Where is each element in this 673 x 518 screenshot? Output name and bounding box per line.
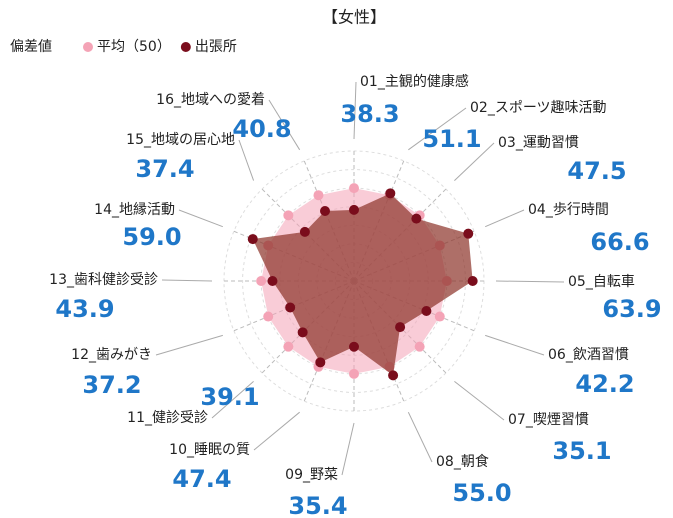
radar-point [283,210,294,221]
radar-point [283,341,294,352]
chart-title: 【女性】 [322,8,386,27]
category-label: 05_自転車 [568,273,635,290]
category-label: 14_地縁活動 [94,202,175,218]
radar-point [349,204,359,215]
leader-line [485,334,545,356]
radar-point [285,302,296,313]
category-label: 15_地域の居心地 [126,132,235,148]
radar-point [463,228,474,239]
leader-line [268,99,301,151]
value-label: 35.1 [552,437,611,465]
value-label: 47.5 [567,157,626,185]
radar-area [252,193,473,376]
value-label: 42.2 [575,370,634,398]
radar-point [313,190,324,201]
radar-point [414,341,425,352]
value-label: 38.3 [340,100,399,128]
radar-point [385,188,396,199]
legend-marker [180,42,191,52]
radar-point [349,368,359,379]
value-label: 47.4 [172,465,231,493]
radar-point [349,341,359,352]
category-label: 09_野菜 [285,467,338,483]
leader-line [178,209,223,228]
leader-line [161,279,213,282]
leader-line [253,411,300,451]
legend-title: 偏差値 [10,39,52,55]
legend-marker [83,42,93,52]
leader-line [341,422,355,476]
value-label: 35.4 [288,492,347,518]
radar-point [315,357,326,368]
category-label: 10_睡眠の質 [169,442,250,458]
radar-point [263,311,274,322]
category-label: 13_歯科健診受診 [49,272,158,288]
category-label: 11_健診受診 [127,410,208,426]
radar-point [434,311,445,322]
leader-line [407,411,433,463]
category-label: 12_歯みがき [71,347,152,363]
value-label: 63.9 [602,295,661,323]
category-label: 06_飲酒習慣 [548,346,629,363]
leader-line [454,142,495,181]
leader-line [484,209,525,228]
leader-line [454,381,505,421]
radar-point [256,276,267,286]
value-label: 40.8 [232,115,291,143]
category-label: 01_主観的健康感 [360,73,469,90]
category-label: 08_朝食 [436,453,489,470]
radar-point [467,276,478,286]
value-label: 66.6 [590,228,649,256]
leader-line [238,139,255,181]
radar-point [349,183,359,194]
leader-line [211,381,254,419]
radar-point [267,276,278,286]
value-label: 59.0 [122,223,181,251]
radar-point [411,213,422,224]
leader-line [155,334,223,356]
radar-point [395,322,406,333]
category-label: 07_喫煙習慣 [508,411,589,428]
value-label: 55.0 [452,479,511,507]
leader-line [353,81,357,140]
value-label: 39.1 [200,383,259,411]
legend-label: 出張所 [195,39,237,55]
radar-point [421,305,432,316]
legend-label: 平均（50） [97,39,171,55]
value-label: 37.2 [82,371,141,399]
radar-point [297,327,308,338]
category-label: 02_スポーツ趣味活動 [470,100,607,116]
category-label: 04_歩行時間 [528,202,609,218]
radar-point [247,234,258,245]
value-label: 37.4 [135,155,194,183]
radar-point [388,370,399,381]
leader-line [408,107,467,151]
radar-point [299,226,310,237]
leader-line [495,280,565,283]
category-label: 03_運動習慣 [498,134,579,151]
radar-point [320,205,331,216]
value-label: 51.1 [422,125,481,153]
value-label: 43.9 [55,295,114,323]
category-label: 16_地域への愛着 [156,92,265,108]
